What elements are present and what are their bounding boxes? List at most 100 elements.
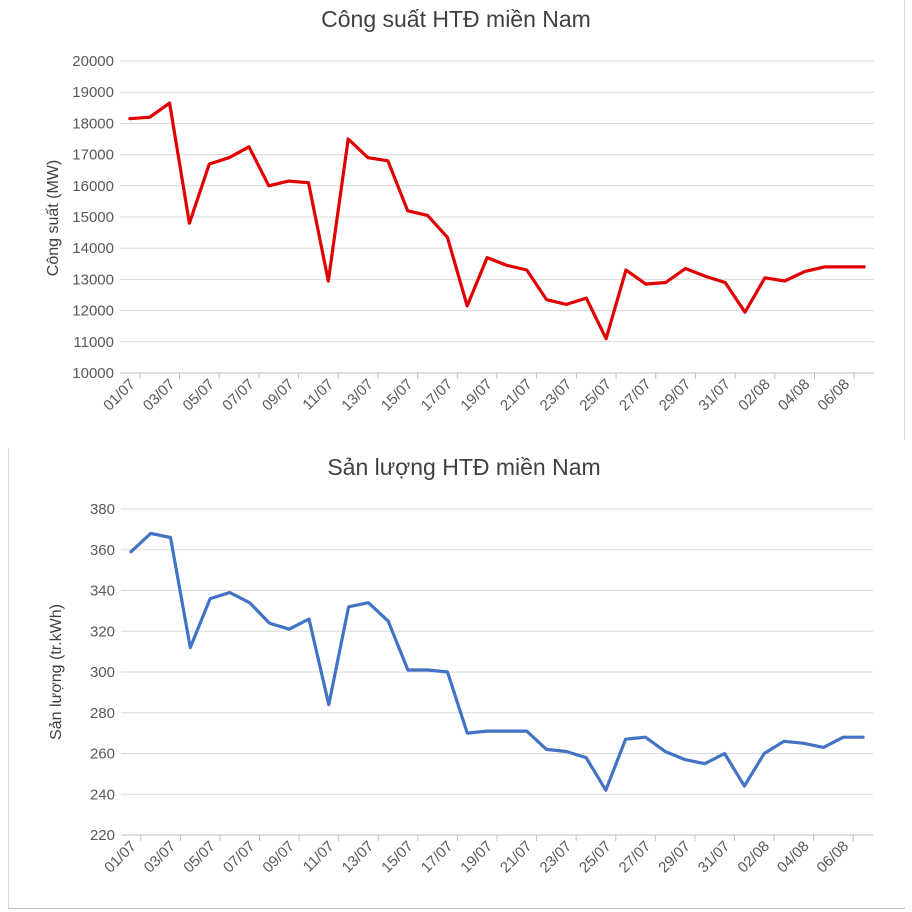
data-point xyxy=(822,745,826,749)
data-point xyxy=(267,621,271,625)
y-tick-label: 20000 xyxy=(72,53,114,70)
data-point xyxy=(604,788,608,792)
x-tick-label: 05/07 xyxy=(180,376,219,415)
data-point xyxy=(803,270,807,274)
y-axis-label: Công suất (MW) xyxy=(45,160,62,276)
y-tick-label: 19000 xyxy=(72,84,114,101)
x-tick-label: 09/07 xyxy=(259,376,298,415)
data-point xyxy=(762,752,766,756)
data-point xyxy=(228,591,232,595)
data-point xyxy=(742,784,746,788)
x-tick-label: 17/07 xyxy=(418,838,457,877)
x-tick-label: 04/08 xyxy=(774,838,813,877)
x-tick-label: 21/07 xyxy=(497,376,536,415)
data-point xyxy=(723,281,727,285)
data-point xyxy=(684,266,688,270)
series xyxy=(128,101,866,341)
data-point xyxy=(544,747,548,751)
y-tick-label: 13000 xyxy=(72,271,114,288)
series-line xyxy=(128,101,866,341)
data-point xyxy=(149,531,153,535)
data-point xyxy=(584,296,588,300)
data-point xyxy=(307,617,311,621)
y-tick-label: 320 xyxy=(90,623,115,640)
data-point xyxy=(386,619,390,623)
data-point xyxy=(465,731,469,735)
data-point xyxy=(445,235,449,239)
chart-title: Công suất HTĐ miền Nam xyxy=(321,6,591,32)
data-point xyxy=(287,627,291,631)
data-point xyxy=(703,762,707,766)
data-point xyxy=(624,268,628,272)
data-point xyxy=(366,601,370,605)
data-point xyxy=(426,213,430,217)
y-tick-label: 16000 xyxy=(72,178,114,195)
y-tick-label: 17000 xyxy=(72,147,114,164)
y-tick-label: 240 xyxy=(90,786,115,803)
data-point xyxy=(248,601,252,605)
x-tick-label: 05/07 xyxy=(180,838,219,877)
y-tick-label: 14000 xyxy=(72,240,114,257)
gridlines xyxy=(120,60,874,379)
y-tick-label: 380 xyxy=(90,501,115,518)
data-point xyxy=(604,337,608,341)
x-tick-label: 11/07 xyxy=(300,838,338,876)
x-tick-label: 27/07 xyxy=(616,838,655,877)
data-point xyxy=(564,749,568,753)
x-tick-label: 02/08 xyxy=(735,376,774,415)
chart-power-svg: Công suất HTĐ miền Nam Công suất (MW) 10… xyxy=(45,6,874,415)
y-tick-label: 340 xyxy=(90,583,115,600)
x-tick-label: 31/07 xyxy=(695,376,734,415)
data-point xyxy=(683,758,687,762)
x-tick-label: 15/07 xyxy=(378,376,417,415)
data-point xyxy=(406,209,410,213)
data-point xyxy=(862,265,866,269)
x-tick-label: 13/07 xyxy=(338,376,377,415)
y-tick-label: 260 xyxy=(90,746,115,763)
x-tick-label: 17/07 xyxy=(418,376,457,415)
x-tick-label: 09/07 xyxy=(259,838,298,877)
data-point xyxy=(129,550,133,554)
data-point xyxy=(326,279,330,283)
data-point xyxy=(128,117,132,121)
data-point xyxy=(446,670,450,674)
data-point xyxy=(187,221,191,225)
x-tick-label: 03/07 xyxy=(141,838,180,877)
data-point xyxy=(624,737,628,741)
data-point xyxy=(346,137,350,141)
data-point xyxy=(643,735,647,739)
data-point xyxy=(663,749,667,753)
chart-energy-svg: Sản lượng HTĐ miền Nam Sản lượng (tr.kWh… xyxy=(48,454,873,876)
y-tick-label: 18000 xyxy=(72,115,114,132)
x-tick-label: 25/07 xyxy=(576,838,615,877)
data-point xyxy=(723,752,727,756)
data-point xyxy=(267,184,271,188)
x-tick-label: 23/07 xyxy=(537,376,576,415)
data-point xyxy=(485,256,489,260)
data-point xyxy=(168,101,172,105)
x-tick-label: 06/08 xyxy=(814,838,853,877)
data-point xyxy=(743,310,747,314)
x-tick-label: 31/07 xyxy=(695,838,734,877)
y-tick-label: 220 xyxy=(90,827,115,844)
data-point xyxy=(188,646,192,650)
data-point xyxy=(664,281,668,285)
data-point xyxy=(763,276,767,280)
chart-energy: Sản lượng HTĐ miền Nam Sản lượng (tr.kWh… xyxy=(8,448,905,909)
data-point xyxy=(386,159,390,163)
x-tick-label: 04/08 xyxy=(775,376,814,415)
x-tick-label: 21/07 xyxy=(497,838,536,877)
data-point xyxy=(782,739,786,743)
data-point xyxy=(307,181,311,185)
x-tick-label: 06/08 xyxy=(814,376,853,415)
y-tick-label: 15000 xyxy=(72,209,114,226)
data-point xyxy=(703,274,707,278)
data-point xyxy=(247,145,251,149)
y-tick-label: 11000 xyxy=(73,334,114,351)
data-point xyxy=(366,156,370,160)
data-point xyxy=(861,735,865,739)
data-point xyxy=(505,263,509,267)
x-tick-label: 29/07 xyxy=(655,838,694,877)
data-point xyxy=(148,115,152,119)
